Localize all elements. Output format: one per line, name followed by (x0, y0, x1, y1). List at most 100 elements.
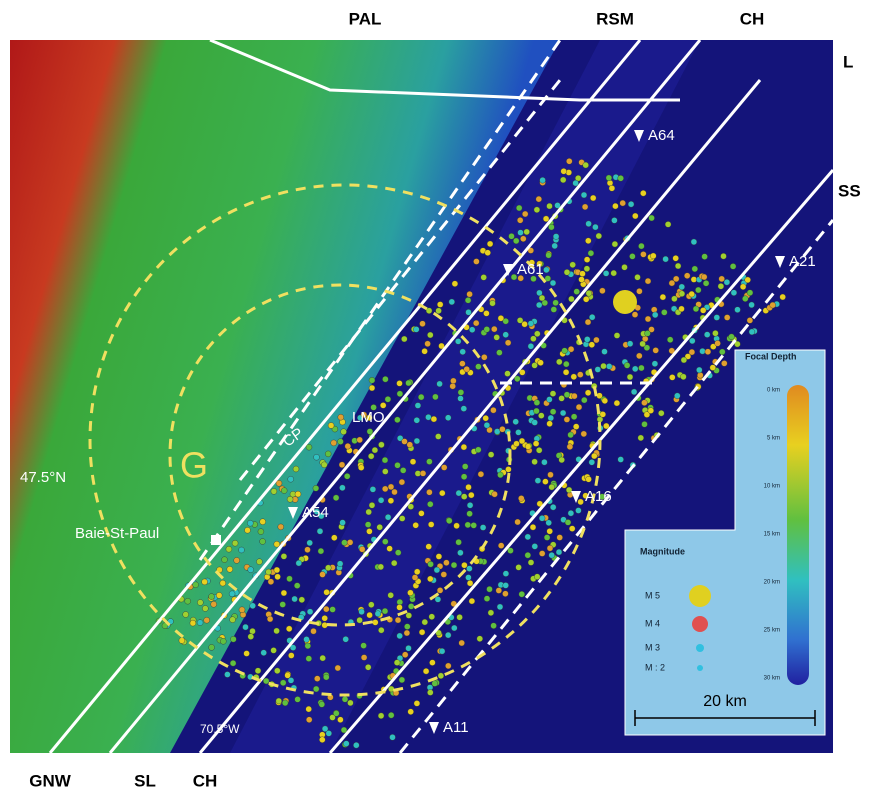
earthquake-dot (326, 730, 332, 736)
earthquake-dot (413, 326, 419, 332)
earthquake-dot (457, 614, 463, 620)
earthquake-dot (204, 617, 210, 623)
earthquake-dot (611, 217, 617, 223)
earthquake-dot (397, 599, 403, 605)
earthquake-dot (465, 575, 471, 581)
scale-label: 20 km (703, 693, 747, 710)
earthquake-dot (740, 284, 746, 290)
earthquake-dot (368, 602, 374, 608)
earthquake-dot (488, 610, 494, 616)
earthquake-dot (679, 284, 685, 290)
earthquake-dot (287, 496, 293, 502)
earthquake-dot (408, 709, 414, 715)
earthquake-dot (378, 713, 384, 719)
earthquake-dot (256, 559, 262, 565)
earthquake-dot (425, 414, 431, 420)
earthquake-dot (534, 408, 540, 414)
earthquake-dot (601, 363, 607, 369)
earthquake-dot (661, 309, 667, 315)
earthquake-dot (469, 327, 475, 333)
earthquake-dot (287, 576, 293, 582)
earthquake-dot (538, 413, 544, 419)
earthquake-dot (271, 647, 277, 653)
earthquake-dot (446, 518, 452, 524)
earthquake-dot (684, 273, 690, 279)
earthquake-dot (401, 336, 407, 342)
earthquake-dot (505, 371, 511, 377)
earthquake-dot (573, 424, 579, 430)
earthquake-dot (564, 269, 570, 275)
earthquake-dot (427, 690, 433, 696)
magnitude-4-symbol (692, 616, 708, 632)
earthquake-dot (697, 372, 703, 378)
place-label: LMO (352, 409, 385, 426)
earthquake-dot (525, 534, 531, 540)
earthquake-dot (390, 734, 396, 740)
earthquake-dot (437, 302, 443, 308)
earthquake-dot (388, 712, 394, 718)
earthquake-dot (671, 296, 677, 302)
earthquake-dot (183, 612, 189, 618)
earthquake-dot (406, 645, 412, 651)
earthquake-dot (441, 572, 447, 578)
earthquake-dot (609, 185, 615, 191)
earthquake-dot (528, 343, 534, 349)
earthquake-dot (319, 701, 325, 707)
earthquake-dot (550, 391, 556, 397)
earthquake-dot (467, 502, 473, 508)
earthquake-dot (700, 348, 706, 354)
earthquake-dot (581, 192, 587, 198)
earthquake-dot (311, 628, 317, 634)
earthquake-dot (536, 290, 542, 296)
earthquake-dot (498, 543, 504, 549)
earthquake-dot (584, 336, 590, 342)
earthquake-dot (382, 608, 388, 614)
earthquake-dot (715, 340, 721, 346)
earthquake-dot (701, 274, 707, 280)
earthquake-dot (288, 653, 294, 659)
earthquake-dot (378, 497, 384, 503)
earthquake-dot (665, 221, 671, 227)
earthquake-dot (318, 548, 324, 554)
earthquake-dot (380, 402, 386, 408)
top-label: RSM (596, 9, 634, 28)
earthquake-dot (307, 540, 313, 546)
earthquake-dot (323, 674, 329, 680)
earthquake-dot (388, 592, 394, 598)
earthquake-dot (571, 374, 577, 380)
earthquake-dot (361, 655, 367, 661)
earthquake-dot (333, 495, 339, 501)
earthquake-dot (702, 254, 708, 260)
earthquake-dot (591, 453, 597, 459)
earthquake-dot (667, 337, 673, 343)
earthquake-dot (324, 589, 330, 595)
earthquake-dot (517, 217, 523, 223)
earthquake-dot (490, 407, 496, 413)
earthquake-dot (382, 457, 388, 463)
earthquake-dot (382, 376, 388, 382)
earthquake-dot (516, 205, 522, 211)
earthquake-dot (365, 664, 371, 670)
earthquake-dot (347, 700, 353, 706)
legend-title: Magnitude (640, 546, 685, 556)
station-label: A21 (789, 253, 816, 270)
earthquake-dot (649, 215, 655, 221)
earthquake-dot (645, 330, 651, 336)
earthquake-dot (700, 307, 706, 313)
earthquake-dot (525, 444, 531, 450)
earthquake-dot (414, 438, 420, 444)
earthquake-dot (660, 294, 666, 300)
earthquake-dot (339, 462, 345, 468)
earthquake-dot (394, 660, 400, 666)
magnitude-3-symbol (696, 644, 704, 652)
earthquake-dot (244, 651, 250, 657)
earthquake-dot (547, 545, 553, 551)
place-label: Baie-St-Paul (75, 525, 159, 542)
earthquake-dot (645, 316, 651, 322)
earthquake-dot (432, 394, 438, 400)
earthquake-dot (571, 414, 577, 420)
earthquake-dot (567, 444, 573, 450)
earthquake-dot (282, 700, 288, 706)
earthquake-dot (675, 263, 681, 269)
earthquake-dot (520, 236, 526, 242)
